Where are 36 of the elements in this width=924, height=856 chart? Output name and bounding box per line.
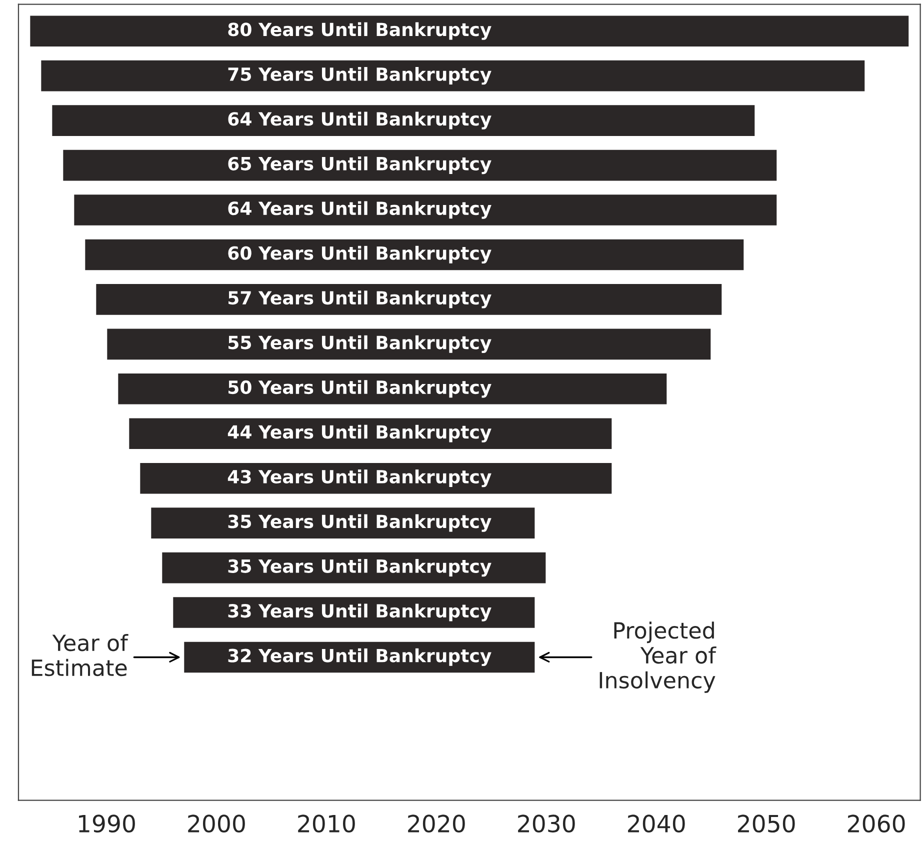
bar	[128, 416, 614, 450]
bar	[116, 372, 668, 406]
data-label: 43 Years Until Bankruptcy	[228, 470, 492, 488]
bar	[106, 327, 712, 361]
bar	[94, 282, 724, 316]
x-tick-label: 2030	[518, 814, 575, 833]
bar	[138, 462, 614, 496]
data-label: 57 Years Until Bankruptcy	[228, 290, 492, 308]
data-label: 35 Years Until Bankruptcy	[228, 558, 492, 577]
annotation: Projected Year of Insolvency	[600, 622, 716, 693]
data-label: 55 Years Until Bankruptcy	[228, 335, 492, 353]
bar	[84, 238, 746, 272]
bar	[50, 104, 756, 138]
data-label: 35 Years Until Bankruptcy	[228, 514, 492, 532]
x-tick-label: 2000	[188, 814, 245, 833]
x-tick-label: 2040	[628, 814, 685, 833]
x-tick-label: 2060	[848, 814, 905, 833]
data-label: 80 Years Until Bankruptcy	[228, 22, 492, 40]
data-label: 60 Years Until Bankruptcy	[228, 246, 492, 264]
data-label: 64 Years Until Bankruptcy	[228, 112, 492, 130]
x-tick-label: 2020	[408, 814, 465, 833]
data-label: 75 Years Until Bankruptcy	[228, 67, 492, 85]
data-label: 44 Years Until Bankruptcy	[228, 424, 492, 442]
data-label: 64 Years Until Bankruptcy	[228, 201, 492, 219]
x-tick-label: 2010	[298, 814, 355, 833]
data-label: 32 Years Until Bankruptcy	[228, 648, 492, 666]
data-label: 50 Years Until Bankruptcy	[228, 380, 492, 398]
bar	[62, 148, 778, 182]
x-tick-label: 1990	[79, 814, 135, 833]
bar	[28, 14, 910, 48]
bar	[40, 59, 866, 93]
data-label: 65 Years Until Bankruptcy	[228, 156, 492, 174]
annotation: Year of Estimate	[32, 634, 128, 676]
data-label: 33 Years Until Bankruptcy	[228, 604, 492, 622]
bar	[72, 193, 778, 227]
x-tick-label: 2050	[738, 814, 795, 833]
